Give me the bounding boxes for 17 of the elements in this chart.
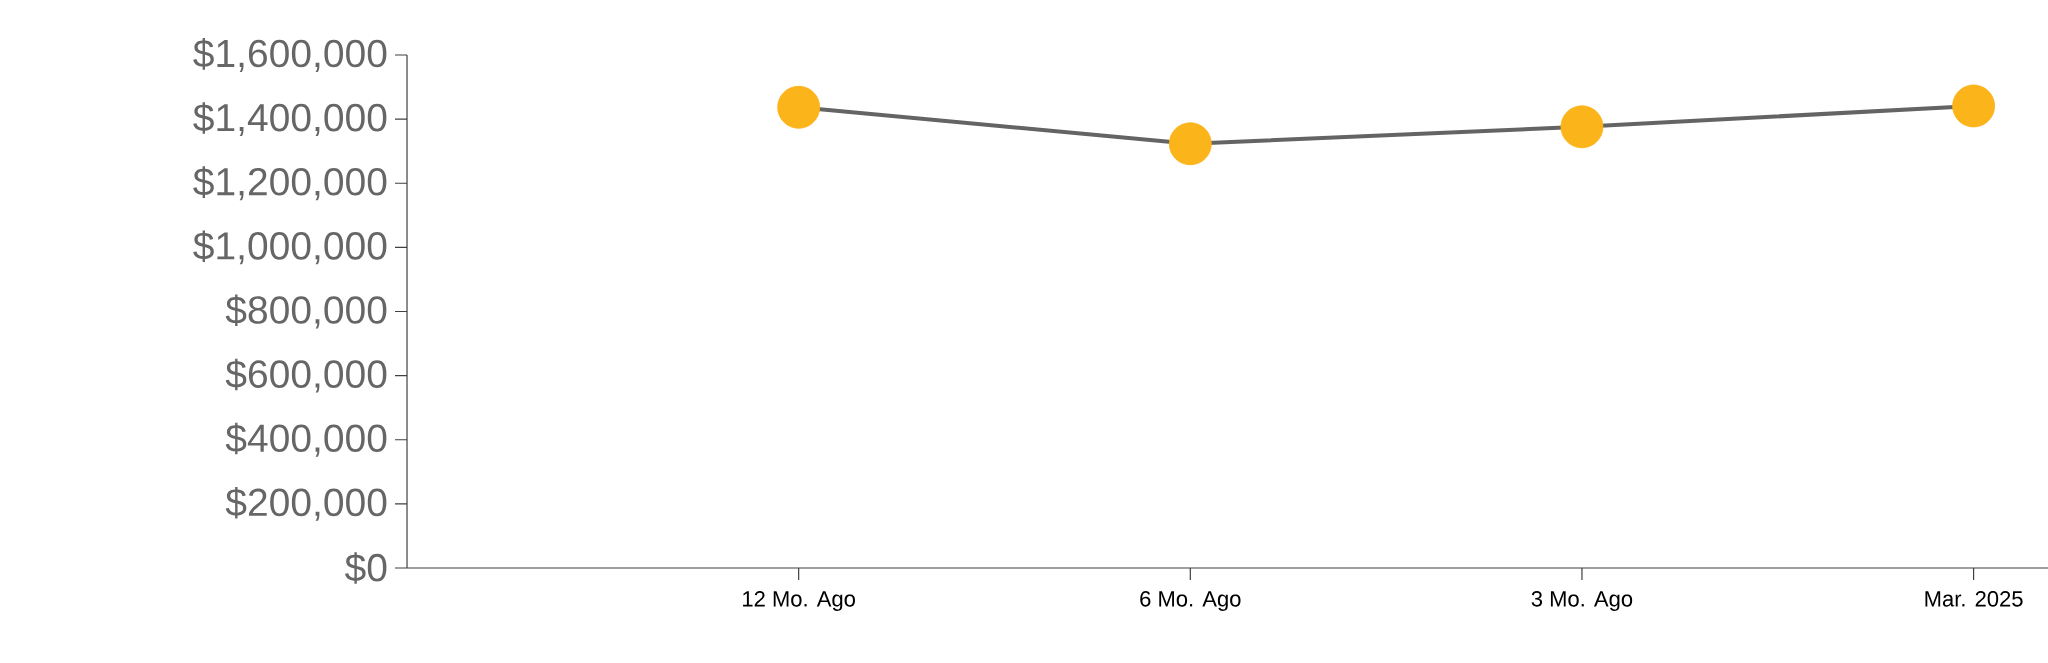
y-tick-label: $1,000,000 [193,230,387,265]
point [1952,84,1995,128]
x-tick-label: 12 Mo. Ago [743,591,855,611]
y-tick-label: $800,000 [225,294,387,329]
point [1560,105,1604,149]
y-tick-label: $600,000 [225,358,387,393]
x-tick-label: 6 Mo. Ago [1140,591,1241,611]
y-tick-label: $1,600,000 [193,38,387,72]
x-tick-label: 3 Mo. Ago [1531,591,1633,611]
y-tick-label: $0 [344,552,387,584]
y-tick-label: $1,200,000 [193,166,387,201]
y-tick-label: $1,400,000 [193,102,387,137]
point [1168,122,1212,166]
y-tick-label: $400,000 [225,422,387,457]
y-tick-label: $200,000 [225,486,387,521]
x-tick-label: Mar. 2025 [1925,591,2023,607]
point [777,85,821,129]
